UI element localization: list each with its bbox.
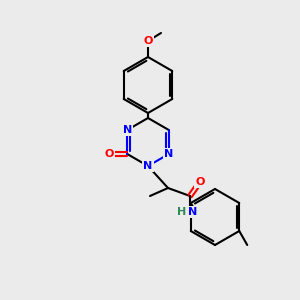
Text: N: N (188, 207, 198, 217)
Text: O: O (143, 36, 153, 46)
Text: O: O (195, 177, 205, 187)
Text: N: N (164, 149, 173, 159)
Text: H: H (177, 207, 187, 217)
Text: N: N (143, 161, 153, 171)
Text: O: O (104, 149, 114, 159)
Text: N: N (123, 125, 132, 135)
